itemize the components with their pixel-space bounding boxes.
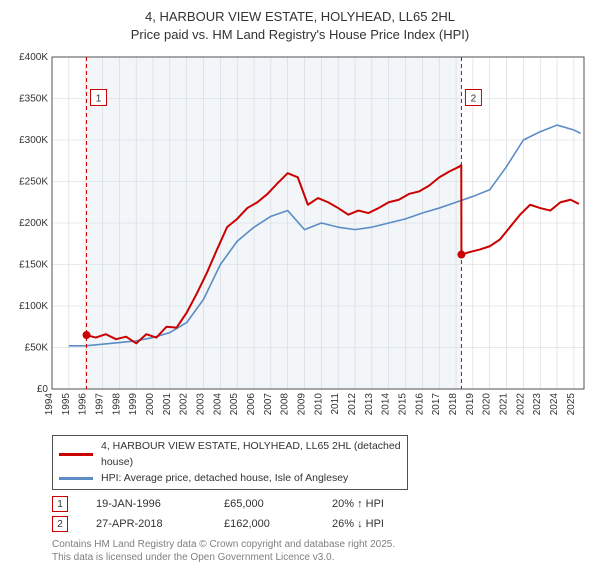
svg-text:2018: 2018 [448,393,459,416]
svg-text:1997: 1997 [95,393,106,416]
svg-text:2021: 2021 [499,393,510,416]
legend-row-property: 4, HARBOUR VIEW ESTATE, HOLYHEAD, LL65 2… [59,439,401,471]
svg-text:2010: 2010 [313,393,324,416]
title-line-1: 4, HARBOUR VIEW ESTATE, HOLYHEAD, LL65 2… [8,8,592,26]
footer: Contains HM Land Registry data © Crown c… [52,538,592,564]
svg-text:1998: 1998 [111,393,122,416]
svg-text:2014: 2014 [381,393,392,416]
svg-text:2002: 2002 [179,393,190,416]
svg-text:£100K: £100K [19,301,48,312]
svg-text:2017: 2017 [431,393,442,416]
svg-text:£250K: £250K [19,177,48,188]
svg-text:£300K: £300K [19,135,48,146]
legend-row-hpi: HPI: Average price, detached house, Isle… [59,471,401,487]
legend: 4, HARBOUR VIEW ESTATE, HOLYHEAD, LL65 2… [52,435,408,490]
svg-text:2015: 2015 [398,393,409,416]
sale-row-2: 2 27-APR-2018 £162,000 26% ↓ HPI [52,516,592,532]
svg-text:2024: 2024 [549,393,560,416]
legend-label-property: 4, HARBOUR VIEW ESTATE, HOLYHEAD, LL65 2… [101,439,401,471]
svg-text:2012: 2012 [347,393,358,416]
svg-text:2004: 2004 [212,393,223,416]
footer-line-2: This data is licensed under the Open Gov… [52,551,592,564]
svg-text:2023: 2023 [532,393,543,416]
title-line-2: Price paid vs. HM Land Registry's House … [8,26,592,44]
svg-text:2009: 2009 [297,393,308,416]
svg-text:£200K: £200K [19,218,48,229]
svg-text:2003: 2003 [196,393,207,416]
sale-price-2: £162,000 [224,518,304,530]
svg-text:2019: 2019 [465,393,476,416]
svg-text:£150K: £150K [19,260,48,271]
svg-text:1995: 1995 [61,393,72,416]
sale-marker-2: 2 [52,516,68,532]
sale-diff-2: 26% ↓ HPI [332,518,422,530]
svg-text:2025: 2025 [566,393,577,416]
svg-text:2006: 2006 [246,393,257,416]
svg-text:£50K: £50K [25,343,49,354]
svg-text:2022: 2022 [515,393,526,416]
title-block: 4, HARBOUR VIEW ESTATE, HOLYHEAD, LL65 2… [8,8,592,43]
svg-text:2008: 2008 [280,393,291,416]
sale-diff-1: 20% ↑ HPI [332,498,422,510]
svg-text:£350K: £350K [19,94,48,105]
legend-swatch-hpi [59,477,93,480]
svg-text:1996: 1996 [78,393,89,416]
svg-text:1999: 1999 [128,393,139,416]
sale-row-1: 1 19-JAN-1996 £65,000 20% ↑ HPI [52,496,592,512]
svg-text:2013: 2013 [364,393,375,416]
svg-text:2020: 2020 [482,393,493,416]
sale-date-2: 27-APR-2018 [96,518,196,530]
svg-text:2: 2 [471,94,477,105]
svg-text:2011: 2011 [330,393,341,415]
sale-price-1: £65,000 [224,498,304,510]
svg-text:£400K: £400K [19,52,48,63]
legend-label-hpi: HPI: Average price, detached house, Isle… [101,471,348,487]
price-chart: £0£50K£100K£150K£200K£250K£300K£350K£400… [8,49,592,429]
svg-text:2001: 2001 [162,393,173,416]
svg-text:1: 1 [96,94,102,105]
sale-date-1: 19-JAN-1996 [96,498,196,510]
svg-text:2005: 2005 [229,393,240,416]
sales-table: 1 19-JAN-1996 £65,000 20% ↑ HPI 2 27-APR… [52,496,592,532]
sale-marker-1: 1 [52,496,68,512]
svg-text:2016: 2016 [414,393,425,416]
footer-line-1: Contains HM Land Registry data © Crown c… [52,538,592,551]
legend-swatch-property [59,453,93,456]
svg-text:1994: 1994 [44,393,55,416]
svg-text:2007: 2007 [263,393,274,416]
svg-text:2000: 2000 [145,393,156,416]
